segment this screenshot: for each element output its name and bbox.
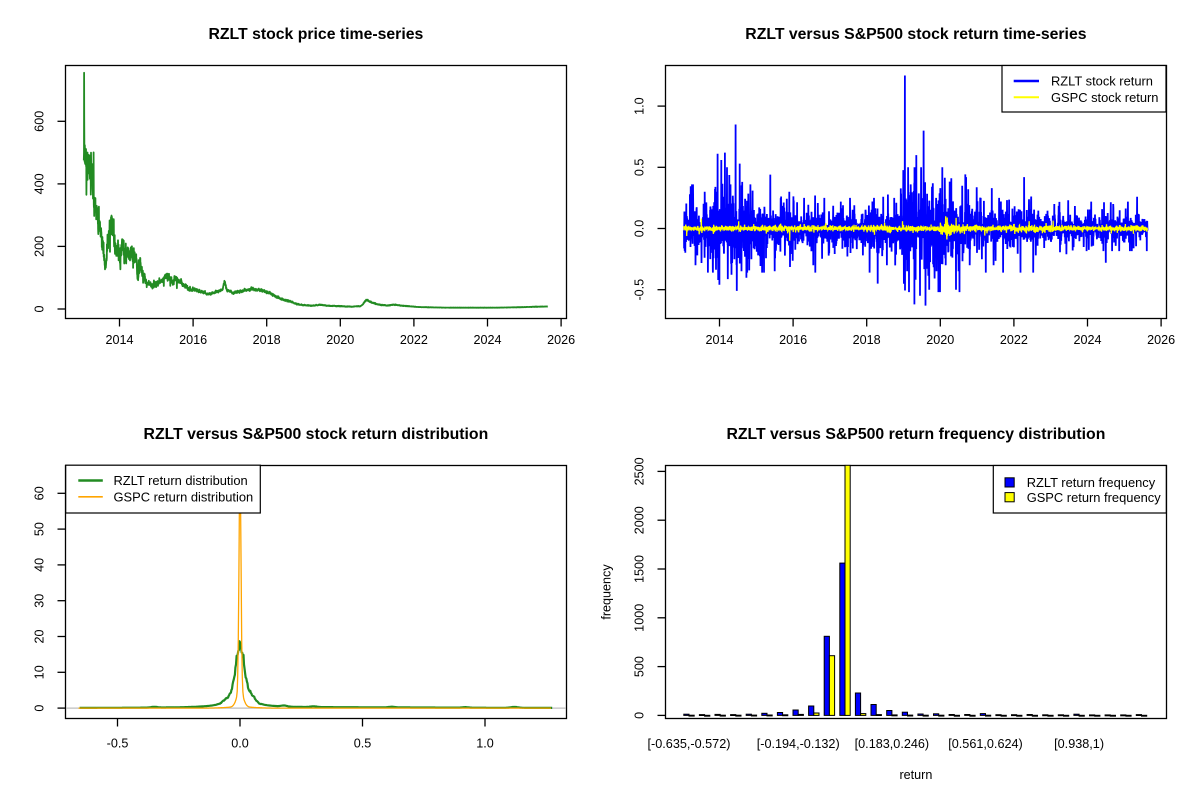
svg-text:[0.938,1): [0.938,1) — [1054, 737, 1104, 751]
svg-text:2026: 2026 — [1147, 333, 1175, 347]
svg-text:500: 500 — [633, 656, 647, 677]
svg-text:2014: 2014 — [105, 333, 133, 347]
svg-text:RZLT versus S&P500 return freq: RZLT versus S&P500 return frequency dist… — [726, 426, 1105, 443]
svg-text:1500: 1500 — [633, 555, 647, 583]
svg-text:GSPC return distribution: GSPC return distribution — [114, 489, 254, 504]
svg-text:2018: 2018 — [253, 333, 281, 347]
svg-text:RZLT return distribution: RZLT return distribution — [114, 473, 248, 488]
svg-text:2018: 2018 — [853, 333, 881, 347]
svg-text:0.0: 0.0 — [633, 220, 647, 238]
svg-text:1.0: 1.0 — [476, 737, 494, 751]
svg-text:40: 40 — [33, 558, 47, 572]
svg-text:2000: 2000 — [633, 506, 647, 534]
svg-text:2022: 2022 — [400, 333, 428, 347]
svg-text:[0.183,0.246): [0.183,0.246) — [855, 737, 930, 751]
svg-text:50: 50 — [33, 522, 47, 536]
svg-text:-0.5: -0.5 — [633, 279, 647, 301]
svg-text:2024: 2024 — [1073, 333, 1101, 347]
svg-text:RZLT stock price time-series: RZLT stock price time-series — [209, 26, 424, 43]
svg-text:1000: 1000 — [633, 604, 647, 632]
svg-text:[-0.635,-0.572): [-0.635,-0.572) — [648, 737, 731, 751]
svg-text:0: 0 — [33, 305, 47, 312]
svg-text:10: 10 — [33, 665, 47, 679]
svg-text:2026: 2026 — [547, 333, 575, 347]
svg-text:RZLT versus S&P500 stock retur: RZLT versus S&P500 stock return distribu… — [144, 426, 489, 443]
svg-text:[-0.194,-0.132): [-0.194,-0.132) — [757, 737, 840, 751]
svg-text:0: 0 — [633, 712, 647, 719]
svg-text:0: 0 — [33, 705, 47, 712]
svg-text:2014: 2014 — [705, 333, 733, 347]
svg-text:RZLT return frequency: RZLT return frequency — [1027, 475, 1156, 490]
svg-text:0.0: 0.0 — [231, 737, 249, 751]
svg-text:600: 600 — [33, 111, 47, 132]
svg-text:1.0: 1.0 — [633, 97, 647, 115]
svg-text:2500: 2500 — [633, 457, 647, 485]
svg-text:60: 60 — [33, 486, 47, 500]
svg-text:0.5: 0.5 — [354, 737, 372, 751]
svg-text:GSPC return frequency: GSPC return frequency — [1027, 490, 1162, 505]
svg-text:2020: 2020 — [926, 333, 954, 347]
svg-text:200: 200 — [33, 236, 47, 257]
svg-text:2016: 2016 — [179, 333, 207, 347]
svg-text:RZLT versus S&P500 stock retur: RZLT versus S&P500 stock return time-ser… — [745, 26, 1086, 43]
svg-text:return: return — [899, 768, 932, 782]
svg-text:frequency: frequency — [600, 564, 614, 620]
svg-text:RZLT stock return: RZLT stock return — [1051, 74, 1153, 89]
svg-text:GSPC stock return: GSPC stock return — [1051, 90, 1158, 105]
svg-text:2024: 2024 — [473, 333, 501, 347]
svg-text:2016: 2016 — [779, 333, 807, 347]
svg-text:-0.5: -0.5 — [107, 737, 129, 751]
svg-text:30: 30 — [33, 594, 47, 608]
svg-text:2022: 2022 — [1000, 333, 1028, 347]
svg-text:400: 400 — [33, 173, 47, 194]
svg-text:20: 20 — [33, 629, 47, 643]
svg-text:2020: 2020 — [326, 333, 354, 347]
svg-text:[0.561,0.624): [0.561,0.624) — [948, 737, 1023, 751]
svg-text:0.5: 0.5 — [633, 159, 647, 177]
